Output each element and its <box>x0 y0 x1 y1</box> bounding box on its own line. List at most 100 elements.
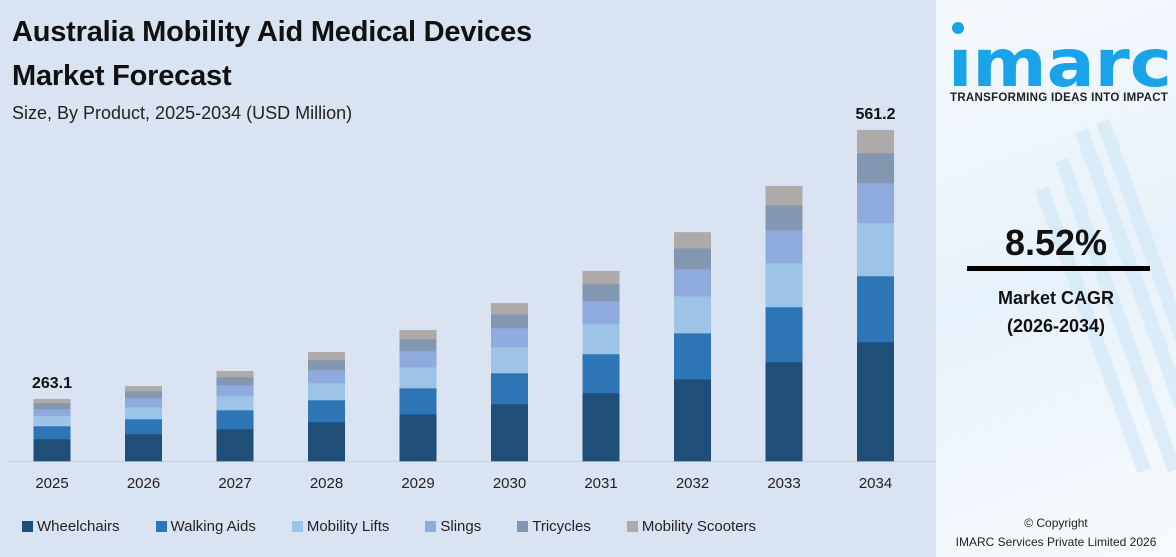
x-tick-label: 2032 <box>676 475 709 492</box>
cagr-label-text: Market CAGR <box>997 288 1115 308</box>
bar-segment-mobility-lifts-2028 <box>308 382 345 401</box>
bar-segment-tricycles-2029 <box>399 339 437 352</box>
legend-swatch <box>22 521 33 532</box>
x-tick-label: 2025 <box>35 475 68 492</box>
legend-label: Tricycles <box>532 518 591 535</box>
data-label-2034: 561.2 <box>855 106 895 123</box>
legend-swatch <box>626 521 638 532</box>
bar-segment-mobility-lifts-2033 <box>765 262 803 308</box>
bar-segment-tricycles-2027 <box>216 377 254 386</box>
bar-segment-walking-aids-2028 <box>308 399 345 423</box>
bar-segment-walking-aids-2025 <box>33 425 71 440</box>
chart-panel: Australia Mobility Aid Medical Devices M… <box>8 10 936 535</box>
bar-segment-tricycles-2032 <box>674 248 711 270</box>
cagr-period: (2026-2034) <box>1006 316 1106 336</box>
bar-segment-tricycles-2034 <box>857 152 894 184</box>
cagr-label: Market CAGR (2026-2034) <box>936 284 1176 340</box>
x-tick-label: 2031 <box>584 475 617 492</box>
bar-segment-mobility-scooters-2034 <box>857 129 894 154</box>
bar-segment-walking-aids-2031 <box>582 353 620 394</box>
bar-segment-mobility-scooters-2033 <box>765 185 803 206</box>
bar-segment-slings-2031 <box>582 300 620 325</box>
legend-swatch <box>425 521 437 532</box>
bars <box>33 129 894 462</box>
bar-segment-tricycles-2028 <box>308 359 345 371</box>
legend-label: Slings <box>440 518 482 535</box>
bar-segment-wheelchairs-2025 <box>33 438 71 462</box>
bar-segment-walking-aids-2034 <box>857 275 894 343</box>
x-tick-label: 2027 <box>218 475 251 492</box>
title-line-1: Australia Mobility Aid Medical Devices <box>12 16 532 48</box>
x-tick-label: 2034 <box>859 475 892 492</box>
legend-label: Mobility Scooters <box>641 518 757 535</box>
bar-segment-tricycles-2031 <box>582 283 620 302</box>
legend-item: Wheelchairs <box>22 518 120 535</box>
bar-segment-tricycles-2025 <box>33 402 71 410</box>
bar-segment-mobility-scooters-2031 <box>582 270 620 285</box>
x-tick-label: 2030 <box>493 475 526 492</box>
bar-segment-walking-aids-2027 <box>216 410 254 430</box>
bar-segment-tricycles-2026 <box>125 391 162 399</box>
legend: Wheelchairs Walking Aids Mobility Lifts Sli… <box>22 518 792 535</box>
cagr-value: 8.52% <box>1004 222 1108 263</box>
bar-segment-walking-aids-2030 <box>491 373 528 405</box>
svg-text:ımarc: ımarc <box>948 25 1172 90</box>
legend-item: Mobility Lifts <box>291 518 390 535</box>
bar-segment-mobility-lifts-2030 <box>491 347 528 374</box>
legend-item: Tricycles <box>517 518 591 535</box>
legend-item: Mobility Scooters <box>626 518 757 535</box>
tagline: TRANSFORMING IDEAS INTO IMPACT <box>950 92 1169 104</box>
bar-segment-mobility-scooters-2028 <box>308 351 345 361</box>
bar-segment-mobility-lifts-2031 <box>582 323 620 355</box>
bar-segment-slings-2027 <box>216 385 254 397</box>
bar-segment-wheelchairs-2026 <box>125 434 162 462</box>
bar-segment-mobility-scooters-2026 <box>125 386 162 392</box>
bar-segment-walking-aids-2029 <box>399 388 437 415</box>
bar-segment-slings-2032 <box>674 269 711 297</box>
bar-segment-mobility-lifts-2029 <box>399 367 437 389</box>
bar-segment-mobility-lifts-2034 <box>857 222 894 277</box>
legend-label: Wheelchairs <box>37 518 120 535</box>
chart-title: Australia Mobility Aid Medical Devices M… <box>12 10 532 98</box>
x-tick-label: 2028 <box>310 475 343 492</box>
x-tick-labels: 2025 2026 2027 2028 2029 2030 2031 2032 2033 2034 <box>35 475 892 492</box>
legend-swatch <box>155 521 167 532</box>
legend-item: Walking Aids <box>155 518 256 535</box>
bar-segment-wheelchairs-2031 <box>582 392 620 462</box>
legend-swatch <box>517 521 529 532</box>
bar-segment-mobility-lifts-2027 <box>216 395 254 411</box>
bar-segment-walking-aids-2033 <box>765 306 803 363</box>
bar-segment-mobility-lifts-2026 <box>125 407 162 420</box>
bar-segment-mobility-lifts-2025 <box>33 415 71 427</box>
bar-segment-wheelchairs-2029 <box>399 414 437 462</box>
bar-segment-slings-2028 <box>308 369 345 384</box>
bar-segment-mobility-scooters-2030 <box>491 303 528 315</box>
legend-label: Mobility Lifts <box>306 518 390 535</box>
bar-segment-mobility-scooters-2025 <box>33 398 71 404</box>
bar-segment-tricycles-2033 <box>765 204 803 231</box>
bar-segment-wheelchairs-2034 <box>857 341 894 462</box>
legend-item: Slings <box>425 518 481 535</box>
x-tick-label: 2033 <box>767 475 800 492</box>
bar-segment-mobility-lifts-2032 <box>674 296 711 334</box>
bar-segment-walking-aids-2032 <box>674 333 711 380</box>
bar-segment-mobility-scooters-2029 <box>399 330 437 340</box>
bar-segment-wheelchairs-2028 <box>308 421 345 462</box>
x-tick-label: 2026 <box>127 475 160 492</box>
stacked-bar-chart: 2025 2026 2027 2028 2029 2030 2031 2032 2033 2034… <box>8 106 936 492</box>
bar-segment-wheelchairs-2027 <box>216 429 254 462</box>
bar-segment-slings-2034 <box>857 182 894 224</box>
bar-segment-slings-2033 <box>765 229 803 264</box>
bar-segment-slings-2030 <box>491 328 528 348</box>
bar-segment-mobility-scooters-2032 <box>674 232 711 249</box>
bar-segment-walking-aids-2026 <box>125 419 162 435</box>
bar-segment-wheelchairs-2033 <box>765 361 803 462</box>
sidebar-panel: ımarc TRANSFORMING IDEAS INTO IMPACT 8.5… <box>936 0 1176 557</box>
x-tick-label: 2029 <box>401 475 434 492</box>
divider <box>967 266 1150 271</box>
bar-segment-slings-2029 <box>399 351 437 368</box>
copyright-line-2: IMARC Services Private Limited 2026 <box>955 535 1157 549</box>
bar-segment-wheelchairs-2032 <box>674 379 711 462</box>
title-line-2: Market Forecast <box>12 60 232 92</box>
imarc-logo: ımarc <box>948 22 1172 90</box>
